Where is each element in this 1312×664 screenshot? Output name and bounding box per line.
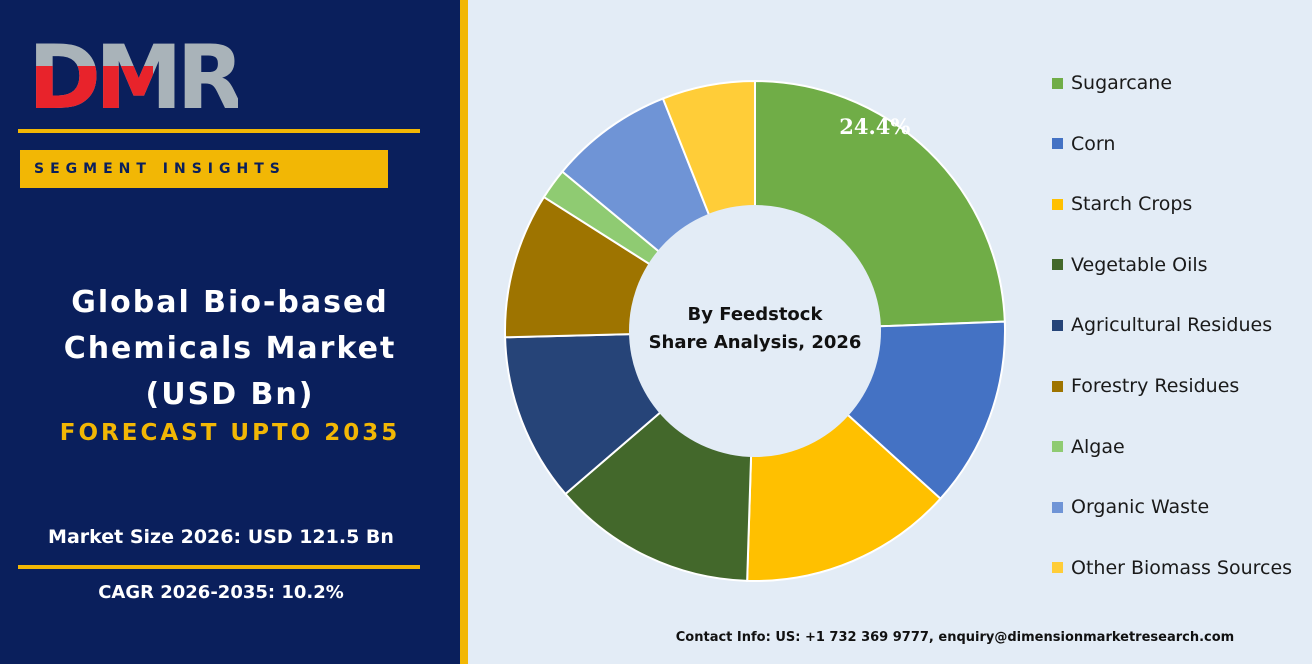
legend-label: Forestry Residues [1071,375,1240,397]
legend-label: Corn [1071,132,1116,155]
center-label-line-2: Share Analysis, 2026 [649,332,862,353]
legend-item-sugarcane: Sugarcane [1052,72,1172,94]
legend-item-organic-waste: Organic Waste [1052,496,1209,518]
left-panel [0,0,460,664]
legend-item-vegetable-oils: Vegetable Oils [1052,254,1208,276]
legend-label: Vegetable Oils [1071,253,1208,276]
mid-divider [18,565,420,569]
legend-item-corn: Corn [1052,133,1115,155]
legend-label: Agricultural Residues [1071,314,1273,337]
top-divider [18,129,420,133]
dmr-logo-text: DMR [28,36,238,114]
gold-separator [460,0,468,664]
legend-swatch [1052,380,1063,392]
legend-swatch [1052,441,1063,453]
legend-item-agricultural-residues: Agricultural Residues [1052,314,1272,336]
report-title: Global Bio-based Chemicals Market (USD B… [20,280,440,448]
legend-swatch [1052,501,1063,513]
title-line-3: (USD Bn) [145,377,315,412]
legend-label: Other Biomass Sources [1071,556,1293,579]
donut-chart: By Feedstock Share Analysis, 2026 24.4% [504,79,1006,582]
legend-label: Sugarcane [1071,72,1173,94]
dmr-logo-red-part: DMR [28,36,238,114]
legend-item-other-biomass-sources: Other Biomass Sources [1052,557,1292,579]
legend-swatch [1052,138,1063,150]
legend-label: Organic Waste [1071,496,1210,519]
forecast-label: FORECAST UPTO 2035 [59,420,401,446]
center-label-line-1: By Feedstock [688,304,824,325]
title-line-2: Chemicals Market [63,331,397,366]
segment-insights-badge: SEGMENT INSIGHTS [20,150,388,188]
dmr-logo: DMR DMR [28,36,238,114]
contact-info: Contact Info: US: +1 732 369 9777, enqui… [675,630,1235,645]
data-label-sugarcane: 24.4% [839,114,910,139]
data-labels: 24.4% [839,114,910,139]
segment-insights-label: SEGMENT INSIGHTS [34,161,286,177]
legend-item-forestry-residues: Forestry Residues [1052,375,1239,397]
legend-swatch [1052,319,1063,331]
legend-label: Algae [1071,435,1125,458]
market-size-text: Market Size 2026: USD 121.5 Bn [48,526,394,548]
cagr-text: CAGR 2026-2035: 10.2% [98,582,344,603]
title-line-1: Global Bio-based [71,285,389,320]
legend-swatch [1052,562,1063,574]
legend-item-starch-crops: Starch Crops [1052,193,1192,215]
donut-hole [629,205,881,457]
legend-swatch [1052,198,1063,210]
legend-swatch [1052,77,1063,89]
legend-label: Starch Crops [1071,193,1193,216]
legend-item-algae: Algae [1052,436,1125,458]
legend-swatch [1052,259,1063,271]
